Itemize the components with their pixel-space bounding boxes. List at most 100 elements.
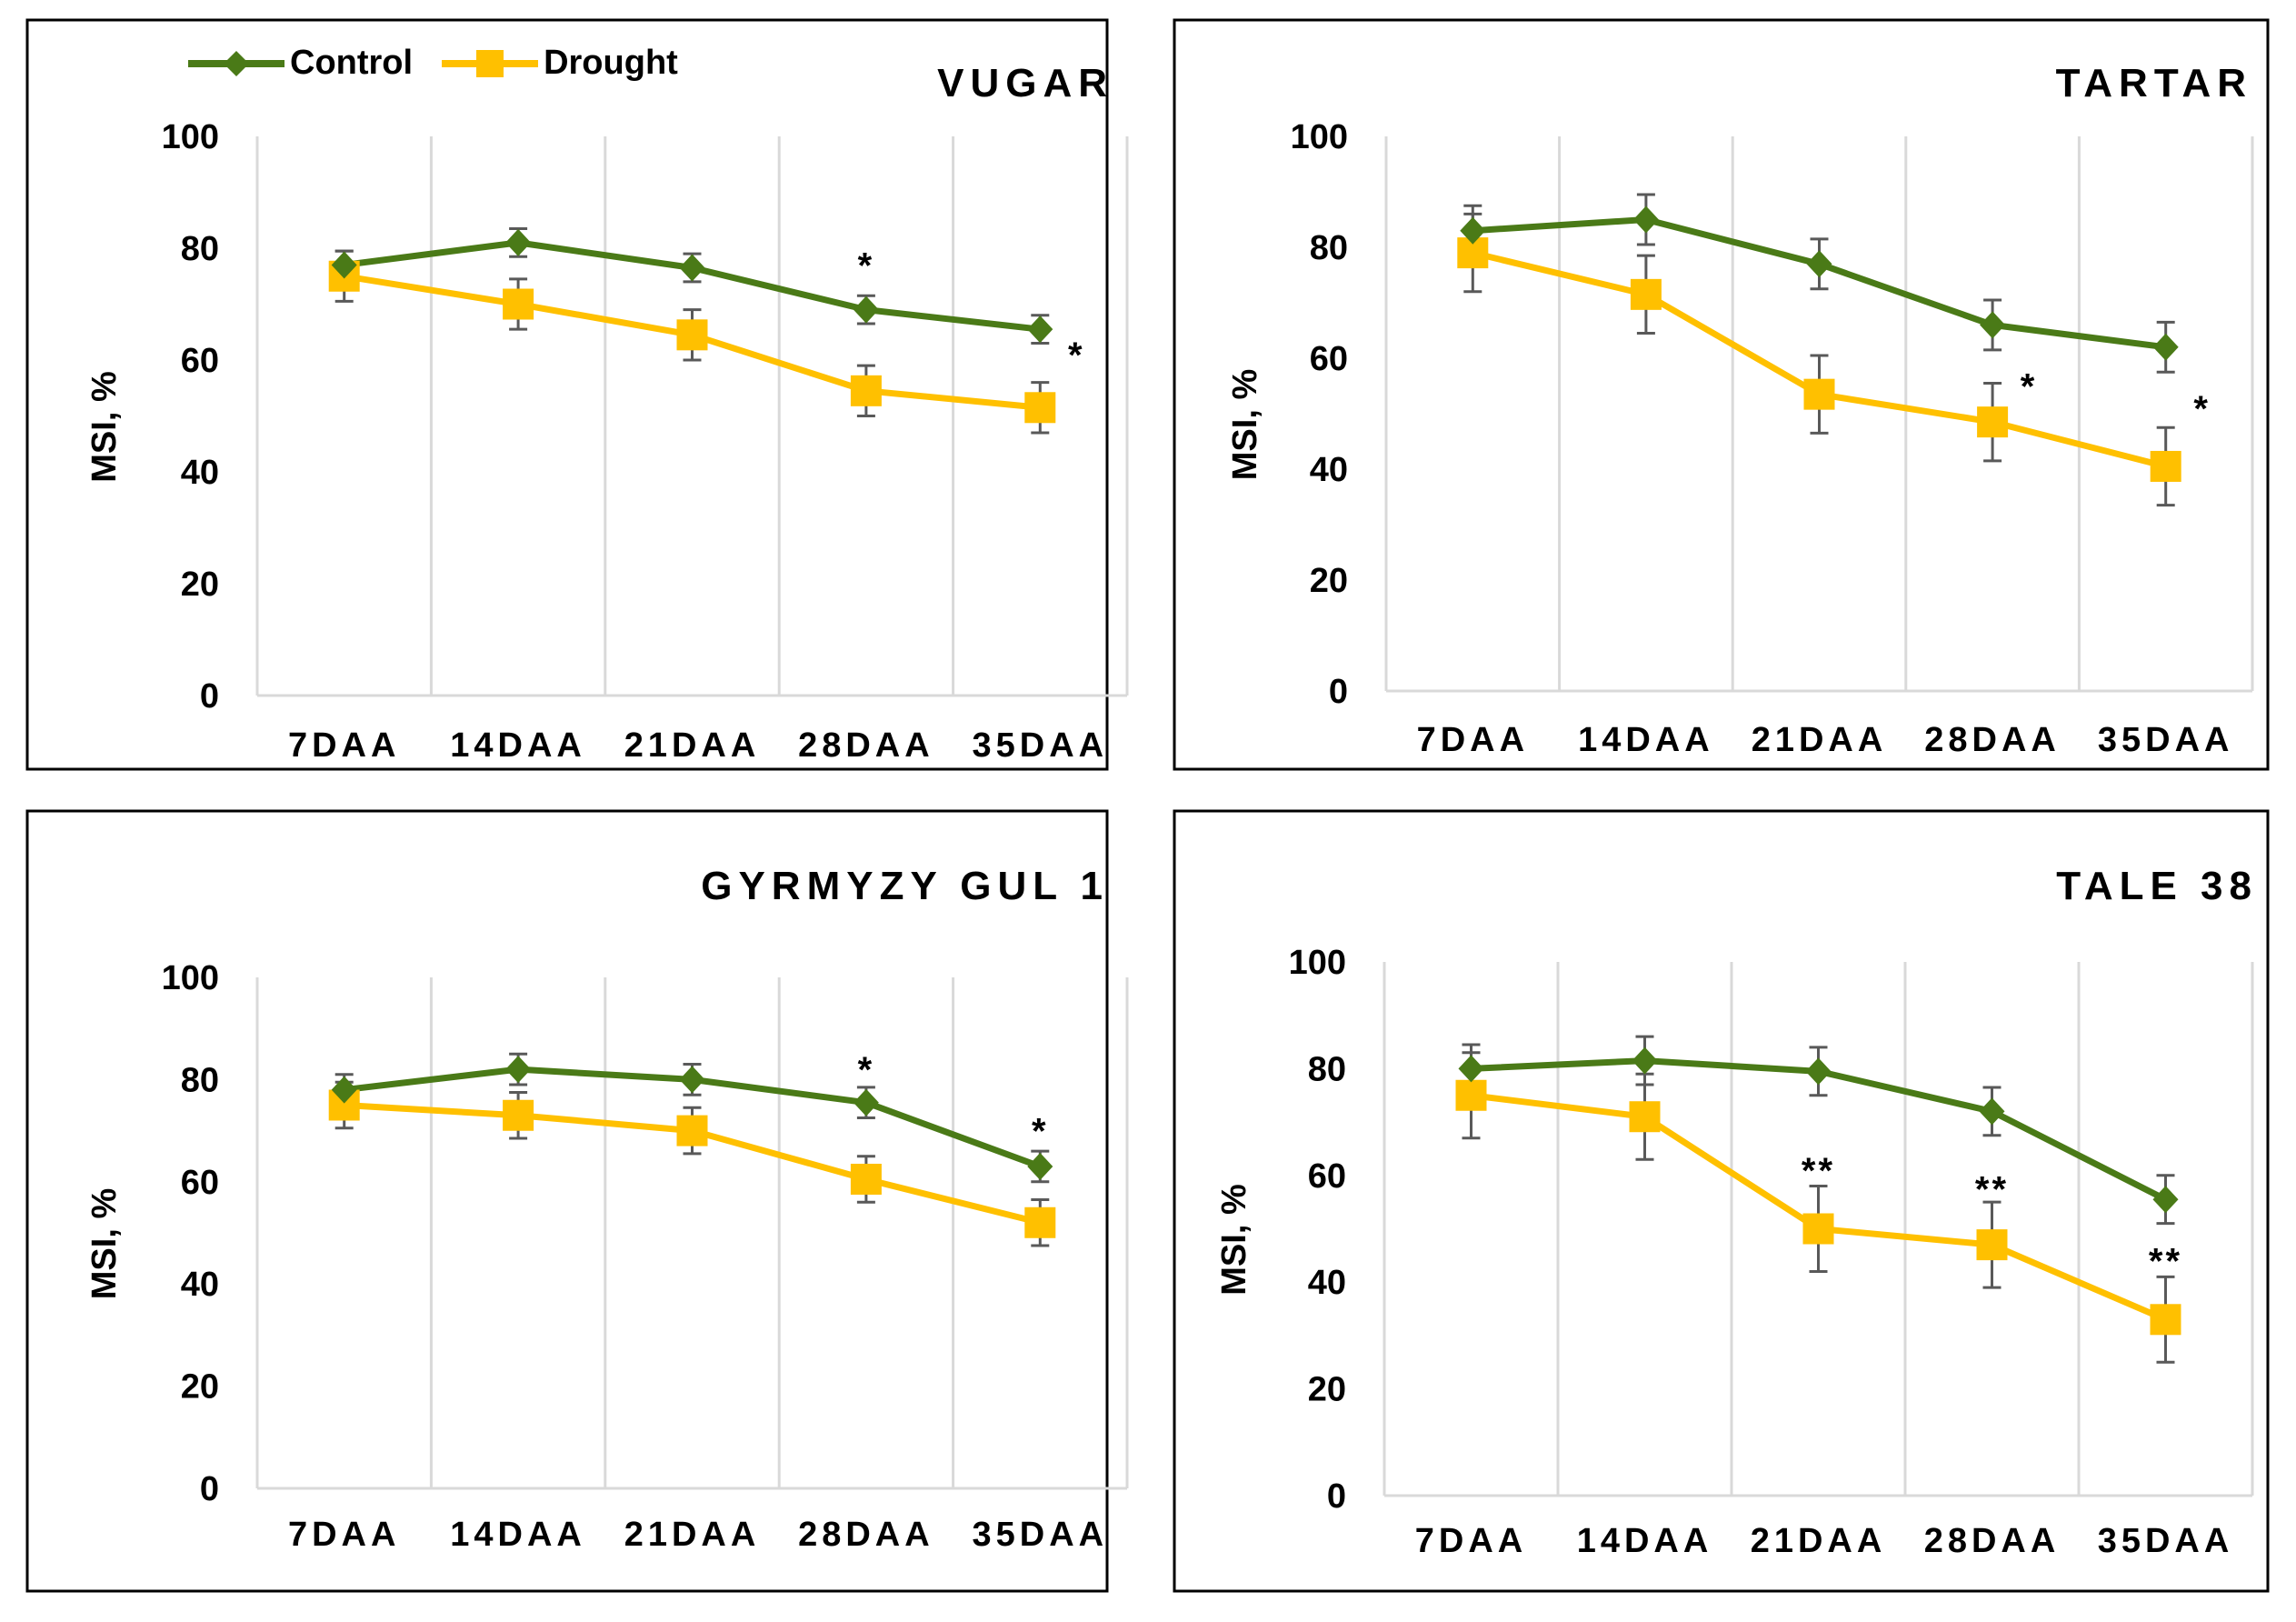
control-point bbox=[1979, 1097, 2005, 1126]
significance-label: * bbox=[1068, 335, 1085, 375]
drought-point bbox=[676, 1115, 708, 1146]
y-tick-label: 0 bbox=[1329, 673, 1348, 711]
y-tick-label: 80 bbox=[181, 230, 219, 268]
y-tick-label: 40 bbox=[1308, 1264, 1346, 1302]
y-tick-label: 100 bbox=[1291, 118, 1348, 156]
drought-point bbox=[1977, 406, 2009, 438]
x-tick-label: 7DAA bbox=[1417, 721, 1529, 759]
x-tick-label: 14DAA bbox=[1578, 721, 1714, 759]
y-tick-label: 60 bbox=[1308, 1157, 1346, 1196]
y-tick-label: 20 bbox=[181, 1368, 219, 1407]
y-tick-label: 40 bbox=[1310, 451, 1348, 489]
control-point bbox=[331, 1076, 357, 1104]
y-tick-label: 40 bbox=[181, 1266, 219, 1304]
significance-label: ** bbox=[2149, 1242, 2182, 1282]
y-tick-label: 80 bbox=[1310, 229, 1348, 267]
drought-point bbox=[1455, 1079, 1487, 1111]
control-point bbox=[1980, 311, 2006, 339]
x-tick-label: 7DAA bbox=[1415, 1522, 1527, 1560]
drought-point bbox=[1976, 1229, 2008, 1261]
chart-title: TALE 38 bbox=[2056, 864, 2258, 908]
control-point bbox=[505, 1056, 532, 1084]
control-point bbox=[679, 254, 705, 282]
x-tick-label: 14DAA bbox=[1577, 1522, 1713, 1560]
significance-label: * bbox=[2193, 389, 2211, 429]
drought-point bbox=[2150, 1304, 2181, 1336]
y-tick-label: 80 bbox=[1308, 1050, 1346, 1088]
significance-label: * bbox=[1032, 1112, 1049, 1152]
y-tick-label: 20 bbox=[1308, 1371, 1346, 1409]
y-tick-label: 40 bbox=[181, 454, 219, 492]
y-tick-label: 80 bbox=[181, 1061, 219, 1099]
legend: Control Drought bbox=[186, 44, 705, 83]
drought-point bbox=[1802, 1213, 1834, 1245]
panel-border bbox=[25, 809, 1109, 1593]
significance-label: * bbox=[2021, 367, 2038, 407]
control-point bbox=[1632, 1046, 1658, 1075]
control-point bbox=[1806, 250, 1832, 278]
legend-drought-swatch bbox=[442, 49, 539, 77]
y-axis-title: MSI, % bbox=[85, 1188, 124, 1299]
control-point bbox=[331, 251, 357, 279]
chart-panel-4: 0 20 40 60 80 100 7DAA 14DAA 21DAA 28DAA 35DAA MSI,… bbox=[1173, 809, 2270, 1593]
y-tick-label: 100 bbox=[1289, 944, 1346, 982]
x-tick-label: 28DAA bbox=[1924, 721, 2061, 759]
y-tick-label: 20 bbox=[181, 566, 219, 604]
legend-control-swatch bbox=[188, 50, 285, 76]
y-tick-label: 60 bbox=[1310, 340, 1348, 378]
significance-label: ** bbox=[1802, 1151, 1835, 1191]
drought-point bbox=[1630, 278, 1662, 310]
y-tick-label: 100 bbox=[162, 959, 219, 997]
y-tick-label: 60 bbox=[181, 342, 219, 380]
control-point bbox=[1460, 216, 1486, 245]
significance-label: ** bbox=[1975, 1169, 2009, 1209]
x-tick-label: 28DAA bbox=[798, 1516, 934, 1554]
chart-title: VUGAR bbox=[937, 61, 1113, 105]
x-tick-label: 21DAA bbox=[624, 726, 761, 765]
chart-title: TARTAR bbox=[2056, 61, 2252, 105]
x-tick-label: 21DAA bbox=[1751, 1522, 1887, 1560]
panel-border bbox=[1173, 18, 2270, 771]
y-axis-title: MSI, % bbox=[85, 371, 124, 482]
control-point bbox=[1632, 205, 1659, 234]
x-tick-label: 21DAA bbox=[1752, 721, 1888, 759]
drought-point bbox=[503, 288, 534, 320]
x-tick-label: 28DAA bbox=[1924, 1522, 2061, 1560]
drought-point bbox=[850, 1163, 882, 1195]
x-tick-label: 7DAA bbox=[288, 726, 400, 765]
drought-point bbox=[1024, 1206, 1056, 1238]
control-point bbox=[1027, 315, 1053, 344]
control-point bbox=[679, 1066, 705, 1094]
control-point bbox=[1805, 1057, 1832, 1086]
control-point bbox=[853, 1088, 879, 1116]
legend-control-label: Control bbox=[290, 44, 414, 82]
chart-title: GYRMYZY GUL 1 bbox=[701, 864, 1109, 908]
chart-panel-1: 0 20 40 60 80 100 7DAA 14DAA 21DAA 28DAA 35DAA MSI,… bbox=[25, 18, 1129, 771]
y-tick-label: 0 bbox=[200, 1470, 219, 1508]
drought-point bbox=[850, 375, 882, 406]
y-tick-label: 0 bbox=[200, 677, 219, 716]
drought-point bbox=[1629, 1101, 1661, 1133]
x-tick-label: 21DAA bbox=[624, 1516, 761, 1554]
x-tick-label: 35DAA bbox=[2098, 1522, 2234, 1560]
drought-point bbox=[1024, 392, 1056, 424]
drought-point bbox=[676, 319, 708, 351]
y-axis-title: MSI, % bbox=[1226, 369, 1264, 480]
x-tick-label: 14DAA bbox=[450, 726, 586, 765]
legend-item-drought: Drought bbox=[440, 44, 678, 83]
drought-point bbox=[1803, 378, 1835, 410]
y-tick-label: 100 bbox=[162, 118, 219, 156]
significance-label: * bbox=[858, 1050, 875, 1090]
control-point bbox=[505, 228, 532, 256]
drought-point bbox=[2150, 450, 2181, 482]
x-tick-label: 28DAA bbox=[798, 726, 934, 765]
control-point bbox=[1027, 1152, 1053, 1180]
legend-drought-label: Drought bbox=[544, 44, 678, 82]
y-axis-title: MSI, % bbox=[1215, 1184, 1253, 1295]
x-tick-label: 35DAA bbox=[972, 1516, 1108, 1554]
x-tick-label: 35DAA bbox=[972, 726, 1108, 765]
y-tick-label: 0 bbox=[1327, 1477, 1346, 1516]
control-point bbox=[2152, 333, 2179, 361]
